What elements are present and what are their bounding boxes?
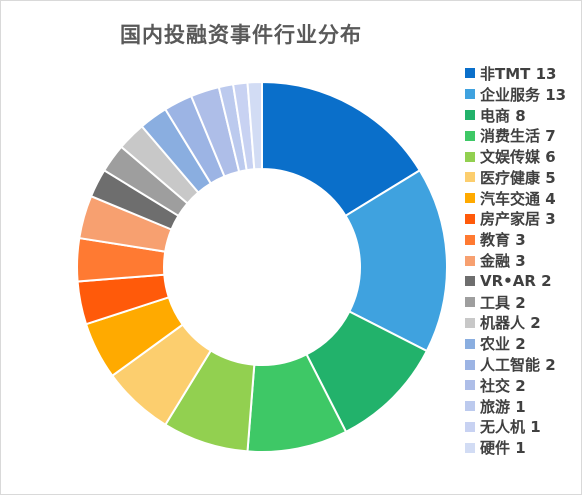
legend: 非TMT 13 企业服务 13 电商 8 消费生活 7 文娱传媒 6 医疗健康 5 汽车交通… — [465, 63, 566, 458]
legend-label: VR•AR 2 — [480, 272, 552, 291]
legend-label: 教育 3 — [480, 231, 526, 250]
legend-item: 医疗健康 5 — [465, 167, 566, 188]
legend-item: 消费生活 7 — [465, 125, 566, 146]
legend-swatch — [465, 401, 475, 412]
chart-title: 国内投融资事件行业分布 — [120, 23, 362, 47]
legend-label: 汽车交通 4 — [480, 189, 556, 208]
legend-label: 人工智能 2 — [480, 356, 556, 375]
legend-item: VR•AR 2 — [465, 271, 566, 292]
legend-label: 消费生活 7 — [480, 127, 556, 146]
legend-swatch — [465, 297, 475, 308]
legend-swatch — [465, 359, 475, 370]
legend-item: 社交 2 — [465, 375, 566, 396]
legend-label: 旅游 1 — [480, 397, 526, 416]
legend-swatch — [465, 338, 475, 349]
legend-swatch — [465, 421, 475, 432]
legend-item: 硬件 1 — [465, 437, 566, 458]
legend-swatch — [465, 89, 475, 100]
legend-swatch — [465, 130, 475, 141]
donut-slice-19 — [246, 80, 263, 171]
legend-label: 文娱传媒 6 — [480, 148, 556, 167]
legend-swatch — [465, 234, 475, 245]
legend-item: 文娱传媒 6 — [465, 146, 566, 167]
legend-label: 企业服务 13 — [480, 85, 567, 104]
legend-swatch — [465, 276, 475, 287]
legend-item: 人工智能 2 — [465, 354, 566, 375]
legend-swatch — [465, 109, 475, 120]
legend-swatch — [465, 68, 475, 79]
legend-item: 机器人 2 — [465, 313, 566, 334]
legend-label: 电商 8 — [480, 106, 526, 125]
legend-swatch — [465, 193, 475, 204]
legend-label: 农业 2 — [480, 335, 526, 354]
legend-item: 旅游 1 — [465, 396, 566, 417]
legend-label: 工具 2 — [480, 293, 526, 312]
legend-swatch — [465, 172, 475, 183]
legend-item: 非TMT 13 — [465, 63, 566, 84]
donut-chart — [76, 80, 448, 453]
legend-label: 硬件 1 — [480, 439, 526, 458]
legend-item: 电商 8 — [465, 105, 566, 126]
legend-item: 汽车交通 4 — [465, 188, 566, 209]
legend-label: 金融 3 — [480, 252, 526, 271]
legend-swatch — [465, 255, 475, 266]
legend-item: 企业服务 13 — [465, 84, 566, 105]
legend-swatch — [465, 442, 475, 453]
legend-swatch — [465, 213, 475, 224]
legend-swatch — [465, 317, 475, 328]
legend-item: 房产家居 3 — [465, 209, 566, 230]
legend-label: 社交 2 — [480, 376, 526, 395]
legend-swatch — [465, 380, 475, 391]
legend-label: 机器人 2 — [480, 314, 541, 333]
legend-label: 非TMT 13 — [480, 64, 557, 83]
legend-label: 医疗健康 5 — [480, 168, 556, 187]
legend-label: 无人机 1 — [480, 418, 541, 437]
legend-item: 农业 2 — [465, 333, 566, 354]
legend-item: 教育 3 — [465, 229, 566, 250]
legend-swatch — [465, 151, 475, 162]
legend-item: 无人机 1 — [465, 417, 566, 438]
legend-label: 房产家居 3 — [480, 210, 556, 229]
legend-item: 工具 2 — [465, 292, 566, 313]
legend-item: 金融 3 — [465, 250, 566, 271]
